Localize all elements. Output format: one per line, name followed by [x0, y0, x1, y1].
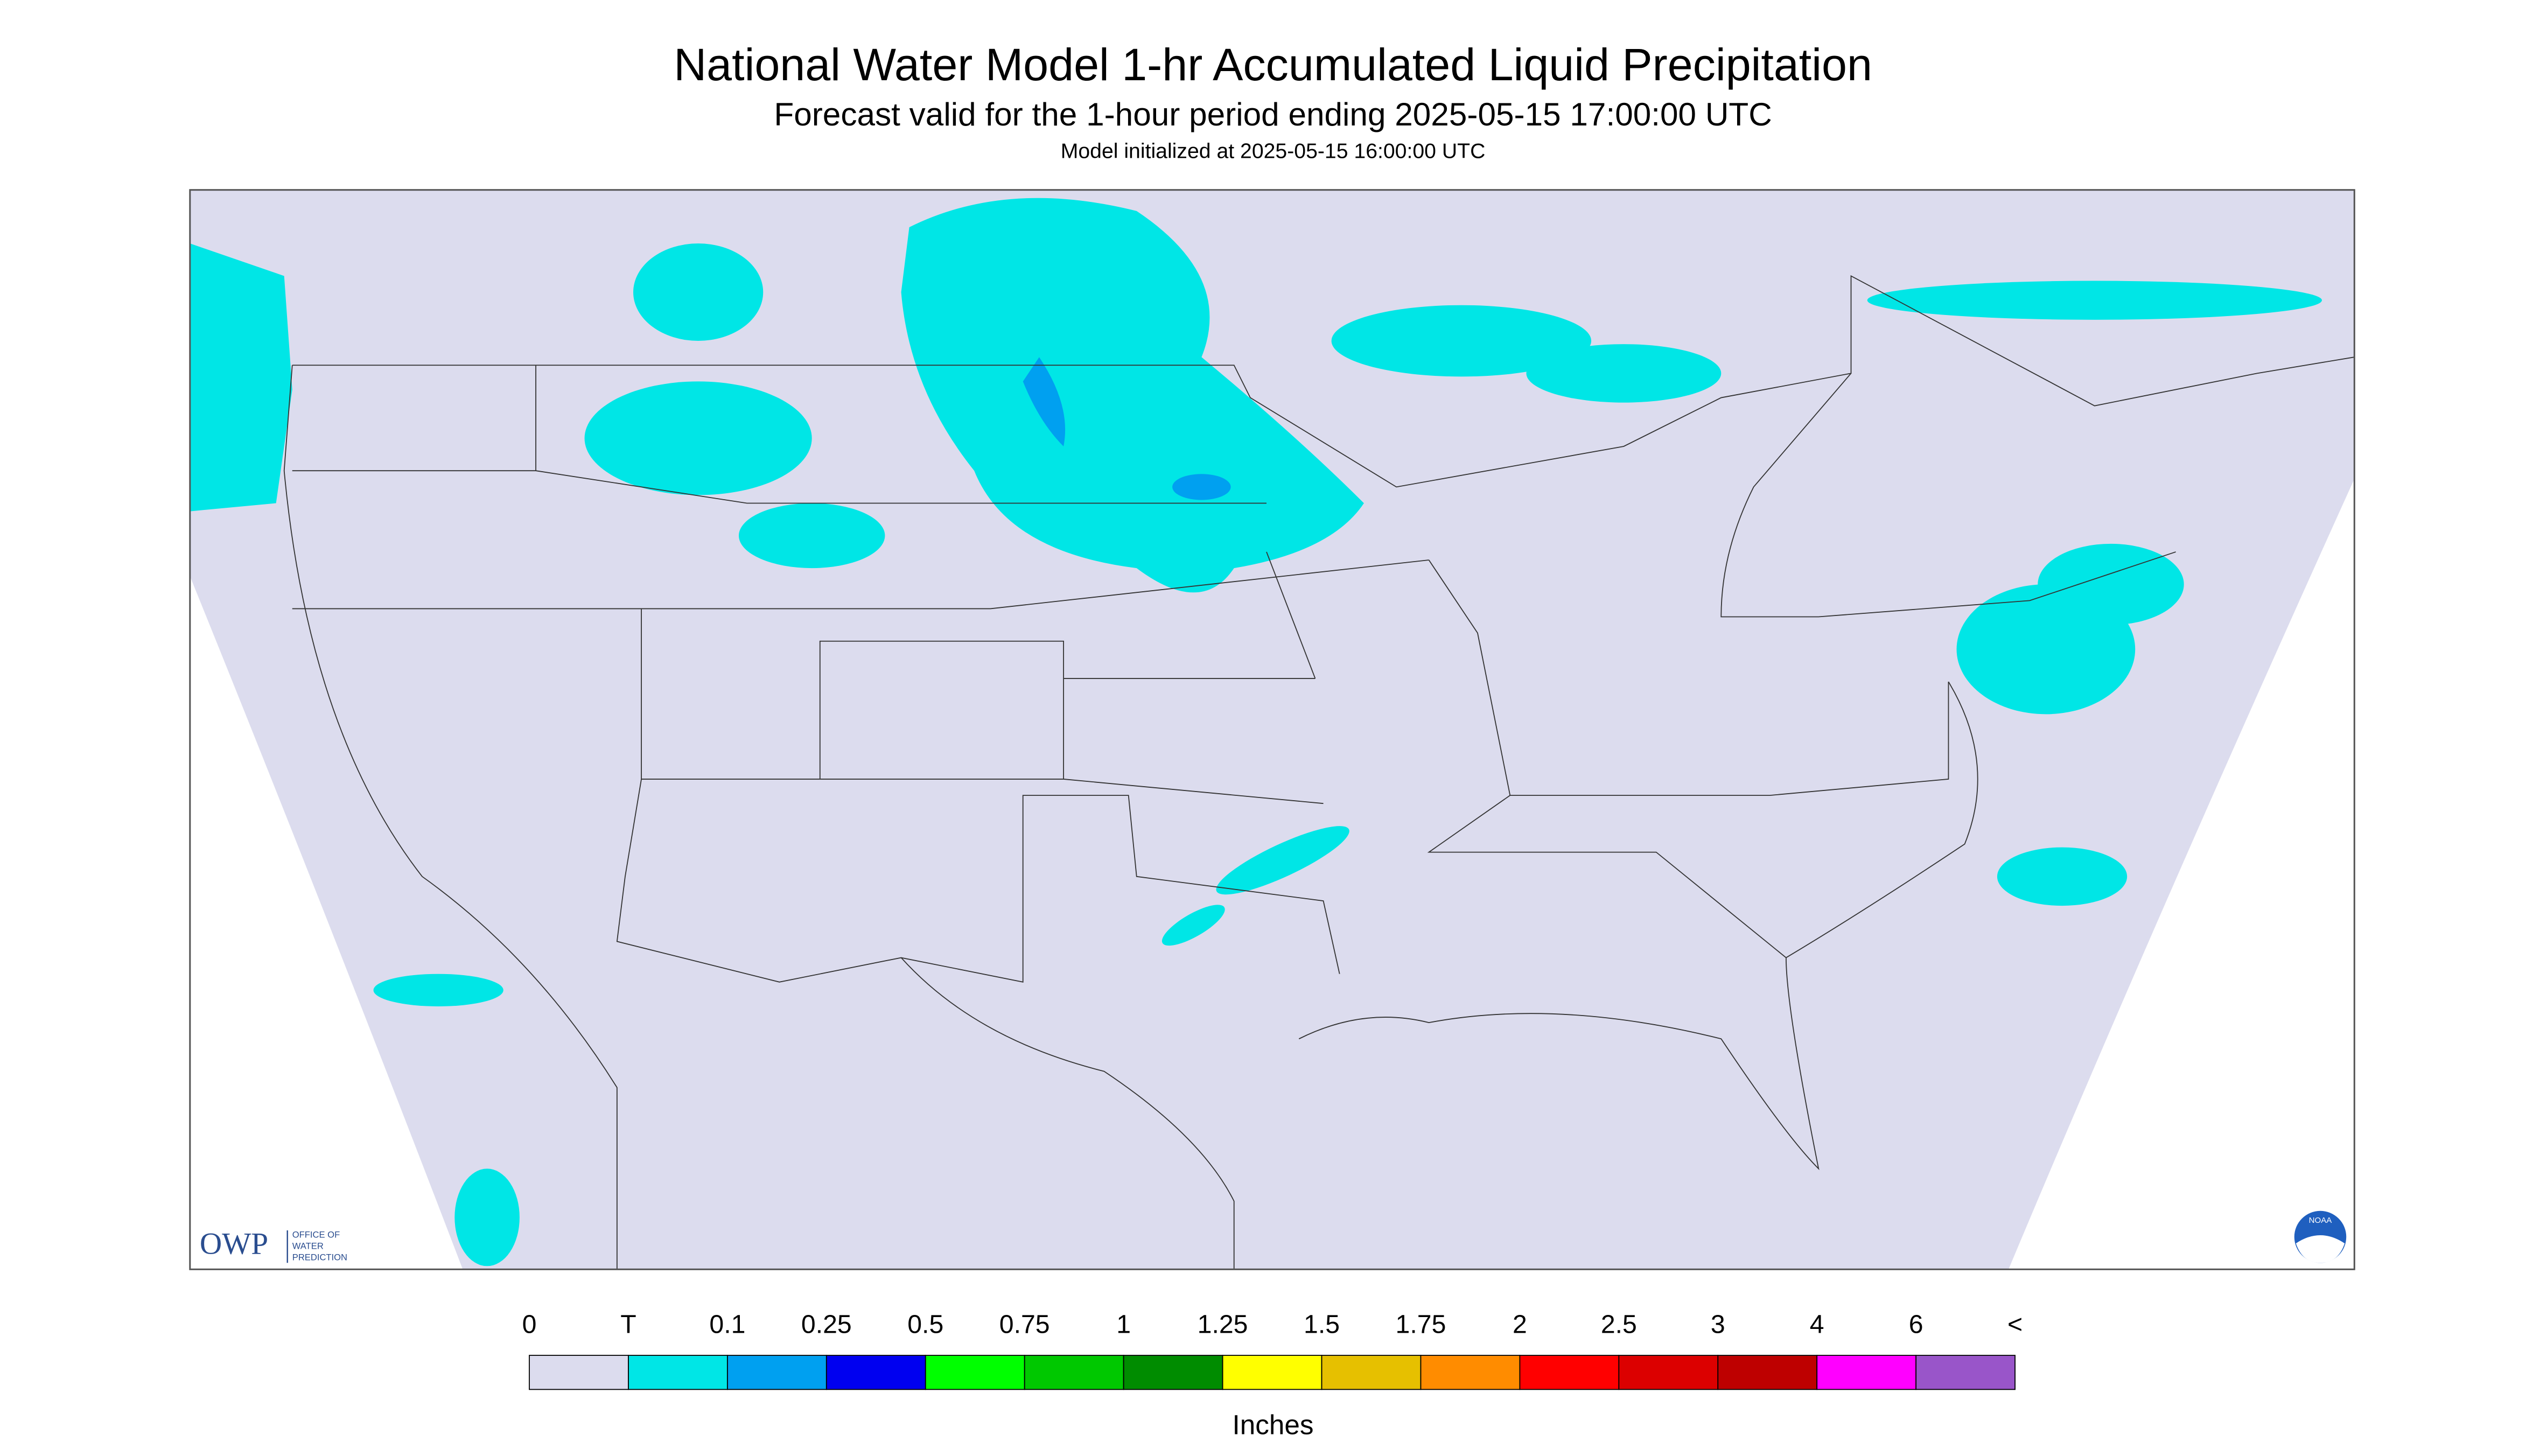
map: OWP OFFICE OF WATER PREDICTION NOAA — [189, 189, 2355, 1270]
colorbar-label: 6 — [1909, 1310, 1923, 1339]
colorbar-swatch — [1024, 1355, 1124, 1390]
colorbar-swatch — [1717, 1355, 1818, 1390]
init-time: Model initialized at 2025-05-15 16:00:00… — [1061, 140, 1486, 163]
logo-line: OFFICE OF — [292, 1229, 340, 1240]
map-border — [189, 189, 2355, 1270]
colorbar-label: 1 — [1116, 1310, 1131, 1339]
colorbar-label: < — [2007, 1310, 2023, 1339]
colorbar-label: 1.25 — [1198, 1310, 1248, 1339]
noaa-logo: NOAA — [2294, 1210, 2347, 1263]
colorbar-swatch — [628, 1355, 728, 1390]
colorbar-swatch — [1321, 1355, 1422, 1390]
colorbar-label: 0.5 — [907, 1310, 943, 1339]
state-lines — [283, 275, 2355, 1270]
outside-left — [190, 576, 463, 1270]
map-background — [190, 190, 2355, 1270]
title: National Water Model 1-hr Accumulated Li… — [674, 39, 1872, 90]
colorbar-label: 2 — [1513, 1310, 1527, 1339]
colorbar-swatch — [1123, 1355, 1223, 1390]
colorbar-swatch — [1222, 1355, 1323, 1390]
colorbar-swatch — [925, 1355, 1025, 1390]
owp-logo: OWP OFFICE OF WATER PREDICTION — [200, 1227, 347, 1263]
colorbar-swatch — [726, 1355, 827, 1390]
colorbar-unit: Inches — [1233, 1409, 1314, 1440]
colorbar-label: 0 — [522, 1310, 537, 1339]
precip-areas — [190, 198, 2322, 1266]
colorbar-swatch — [825, 1355, 926, 1390]
colorbar-label: 1.5 — [1304, 1310, 1340, 1339]
colorbar-label: 3 — [1711, 1310, 1725, 1339]
subtitle: Forecast valid for the 1-hour period end… — [774, 96, 1772, 132]
colorbar-swatch — [1618, 1355, 1719, 1390]
colorbar-swatch — [1816, 1355, 1917, 1390]
noaa-text: NOAA — [2309, 1216, 2333, 1225]
logo-acronym: OWP — [200, 1227, 268, 1261]
logo-line: WATER — [292, 1241, 324, 1251]
colorbar-swatch — [1915, 1355, 2016, 1390]
colorbar-label: 0.1 — [709, 1310, 745, 1339]
logo-line: PREDICTION — [292, 1252, 347, 1263]
colorbar-label: 0.25 — [801, 1310, 852, 1339]
colorbar-swatch — [1519, 1355, 1620, 1390]
colorbar-swatch — [529, 1355, 629, 1390]
colorbar-swatch — [1420, 1355, 1521, 1390]
colorbar: 0 T 0.1 0.25 0.5 0.75 1 1.25 1.5 1.75 2 2.5 3 4 6 < — [522, 1310, 2023, 1390]
colorbar-label: 4 — [1810, 1310, 1824, 1339]
outside-right — [2009, 479, 2355, 1270]
colorbar-label: 2.5 — [1601, 1310, 1637, 1339]
colorbar-label: 0.75 — [999, 1310, 1050, 1339]
colorbar-label: T — [620, 1310, 636, 1339]
colorbar-label: 1.75 — [1396, 1310, 1446, 1339]
